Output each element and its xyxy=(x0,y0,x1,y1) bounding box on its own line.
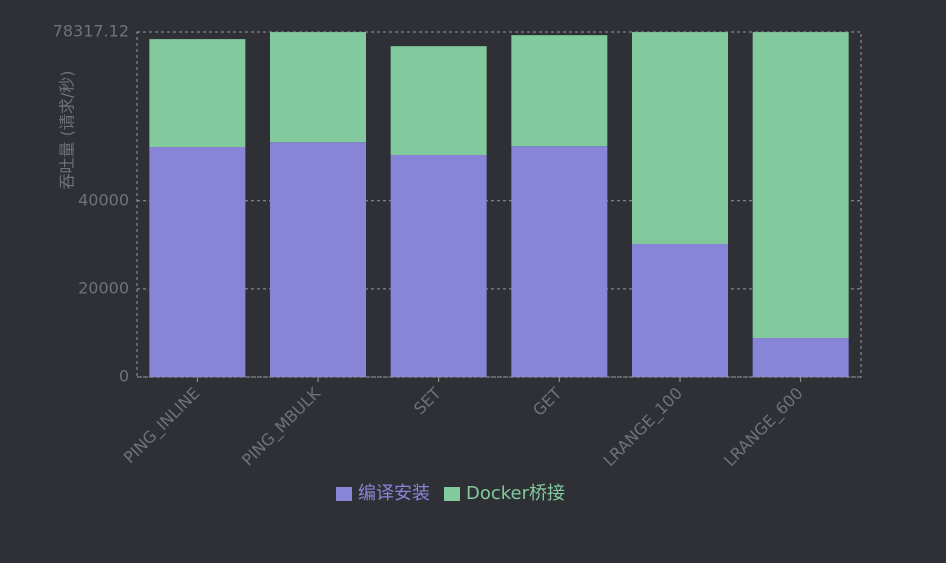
bar-segment xyxy=(511,35,608,147)
bar-segment xyxy=(390,46,487,155)
y-tick-label: 0 xyxy=(119,367,129,386)
legend-label: 编译安装 xyxy=(358,483,430,504)
legend-label: Docker桥接 xyxy=(466,483,565,504)
legend-swatch xyxy=(444,487,460,501)
y-tick-label: 40000 xyxy=(78,190,129,209)
bar-segment xyxy=(752,32,849,339)
bar-segment xyxy=(632,32,728,244)
y-tick-label: 20000 xyxy=(78,278,129,297)
bar-segment xyxy=(149,147,246,377)
bar-segment xyxy=(511,146,608,377)
bar-segment xyxy=(390,154,487,377)
bar-segment xyxy=(270,32,366,143)
bar-segment xyxy=(752,338,849,377)
y-axis-label: 吞吐量 (请求/秒) xyxy=(58,71,77,190)
bar-segment xyxy=(270,142,366,377)
y-tick-label: 78317.12 xyxy=(53,22,129,41)
plot-frame xyxy=(136,31,862,378)
bar-segment xyxy=(632,243,728,377)
legend-swatch xyxy=(336,487,352,501)
bar-segment xyxy=(149,39,246,148)
